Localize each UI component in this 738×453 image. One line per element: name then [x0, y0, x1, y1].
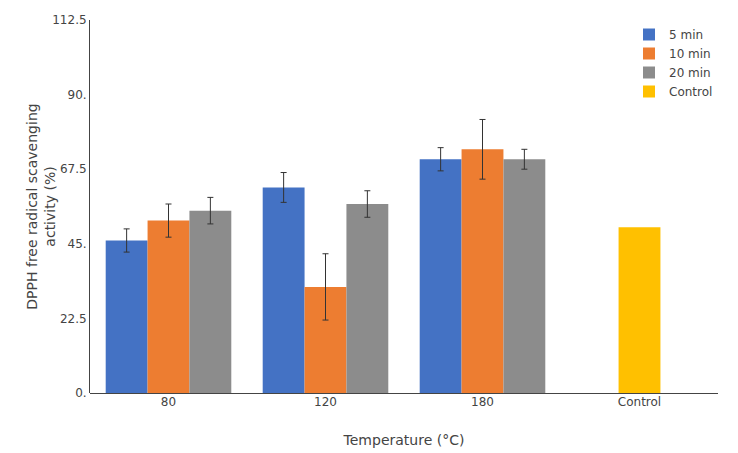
svg-text:45.: 45. [68, 237, 87, 251]
svg-text:Control: Control [669, 85, 712, 99]
svg-text:80: 80 [161, 395, 176, 409]
svg-text:90.: 90. [68, 88, 87, 102]
svg-text:112.5: 112.5 [52, 13, 86, 27]
svg-text:67.5: 67.5 [60, 162, 87, 176]
svg-text:120: 120 [314, 395, 337, 409]
svg-text:DPPH free radical scavengingac: DPPH free radical scavengingactivity (%) [24, 103, 58, 309]
svg-text:20 min: 20 min [669, 66, 711, 80]
svg-text:10 min: 10 min [669, 47, 711, 61]
svg-text:5 min: 5 min [669, 28, 703, 42]
svg-text:Temperature (°C): Temperature (°C) [343, 432, 465, 448]
svg-text:180: 180 [471, 395, 494, 409]
svg-text:22.5: 22.5 [60, 312, 87, 326]
svg-text:0.: 0. [75, 386, 86, 400]
svg-text:Control: Control [618, 395, 661, 409]
